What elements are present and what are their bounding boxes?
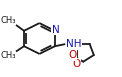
Text: CH₃: CH₃ xyxy=(1,16,16,25)
Text: O: O xyxy=(73,59,81,69)
Text: CH₃: CH₃ xyxy=(1,52,16,61)
Text: N: N xyxy=(52,25,59,35)
Text: NH: NH xyxy=(66,39,82,49)
Text: O: O xyxy=(68,50,77,60)
